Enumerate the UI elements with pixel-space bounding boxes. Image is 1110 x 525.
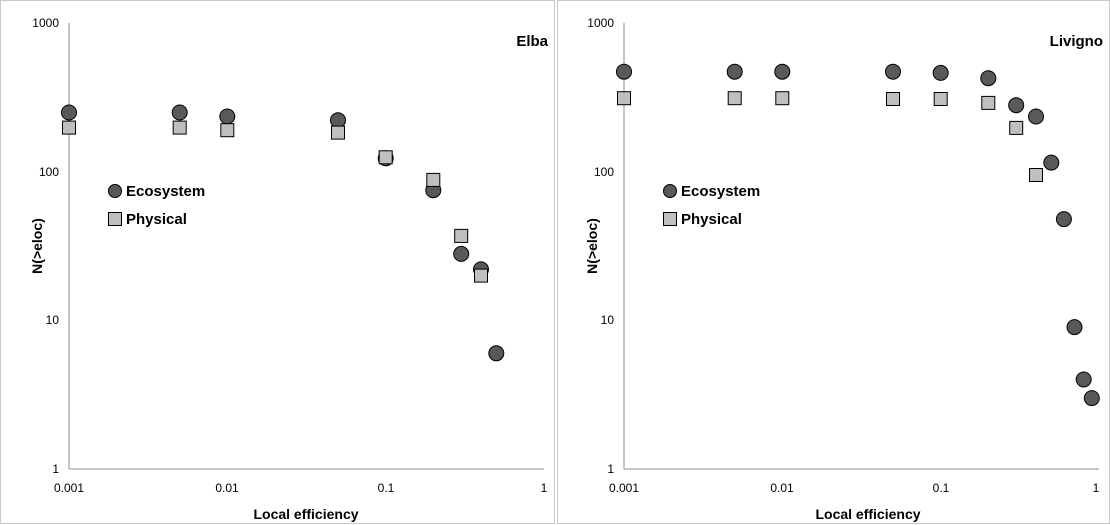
physical-point — [933, 92, 948, 106]
ecosystem-point — [726, 63, 743, 80]
physical-point — [62, 120, 76, 135]
x-tick-labels: 0.001 0.01 0.1 1 — [54, 481, 548, 495]
physical-point — [426, 172, 441, 187]
ecosystem-point — [1083, 390, 1100, 407]
ecosystem-point — [1008, 97, 1025, 114]
legend-physical-marker — [108, 212, 122, 226]
chart-panel-elba: 1000 100 10 1 0.001 0.01 0.1 1 Elba Loca… — [0, 0, 555, 524]
ecosystem-point — [980, 70, 997, 87]
ecosystem-point — [453, 245, 470, 262]
physical-point — [617, 91, 631, 106]
physical-point — [172, 120, 187, 135]
physical-point — [220, 123, 235, 138]
physical-point — [775, 91, 790, 106]
legend-label: Ecosystem — [126, 183, 205, 200]
y-axis-title: N(>eloc) — [29, 218, 45, 274]
x-tick-label: 0.001 — [609, 481, 639, 495]
x-tick-label: 0.1 — [378, 481, 395, 495]
physical-point — [886, 92, 900, 106]
y-tick-labels: 1000 100 10 1 — [587, 16, 614, 476]
ecosystem-point — [219, 108, 236, 125]
physical-point — [981, 95, 996, 110]
physical-point — [454, 228, 469, 243]
x-tick-label: 0.001 — [54, 481, 84, 495]
physical-point — [1009, 120, 1024, 135]
ecosystem-point — [885, 63, 901, 80]
legend-label: Physical — [126, 211, 187, 228]
legend-physical-marker — [663, 212, 677, 226]
y-tick-label: 10 — [46, 313, 60, 327]
y-tick-label: 100 — [594, 165, 614, 179]
y-tick-label: 1000 — [587, 16, 614, 30]
x-tick-labels: 0.001 0.01 0.1 1 — [609, 481, 1100, 495]
axes-livigno — [623, 23, 1099, 470]
y-axis-title: N(>eloc) — [584, 218, 600, 274]
physical-point — [474, 268, 488, 283]
physical-point — [331, 125, 345, 140]
ecosystem-point — [1066, 319, 1083, 336]
panel-title: Livigno — [1050, 33, 1103, 50]
physical-point — [1029, 168, 1043, 182]
legend: Ecosystem Physical — [663, 183, 760, 228]
legend-label: Physical — [681, 211, 742, 228]
legend-label: Ecosystem — [681, 183, 760, 200]
ecosystem-point — [1043, 154, 1060, 171]
y-tick-labels: 1000 100 10 1 — [32, 16, 59, 476]
legend-ecosystem-marker — [663, 184, 677, 198]
ecosystem-point — [171, 104, 188, 121]
x-tick-label: 1 — [1093, 481, 1100, 495]
ecosystem-point — [1055, 211, 1072, 228]
legend: Ecosystem Physical — [108, 183, 205, 228]
physical-point — [378, 150, 393, 165]
chart-panel-livigno: 1000 100 10 1 0.001 0.01 0.1 1 Livigno L… — [557, 0, 1110, 524]
ecosystem-point — [488, 345, 505, 362]
x-tick-label: 0.01 — [215, 481, 239, 495]
ecosystem-point — [1075, 371, 1092, 388]
plot-area-livigno — [616, 63, 1100, 407]
y-tick-label: 1 — [52, 462, 59, 476]
ecosystem-point — [616, 63, 632, 80]
ecosystem-point — [774, 63, 791, 80]
ecosystem-point — [1028, 108, 1044, 125]
x-tick-label: 1 — [541, 481, 548, 495]
y-tick-label: 100 — [39, 165, 59, 179]
plot-area-elba — [61, 104, 505, 362]
chart-svg-elba: 1000 100 10 1 0.001 0.01 0.1 1 Elba Loca… — [29, 16, 549, 522]
ecosystem-point — [932, 64, 949, 81]
x-axis-title: Local efficiency — [253, 506, 358, 522]
y-tick-label: 10 — [601, 313, 615, 327]
physical-point — [727, 91, 742, 106]
chart-svg-livigno: 1000 100 10 1 0.001 0.01 0.1 1 Livigno L… — [584, 16, 1103, 522]
x-tick-label: 0.01 — [770, 481, 794, 495]
legend-ecosystem-marker — [108, 184, 122, 198]
y-tick-label: 1000 — [32, 16, 59, 30]
y-tick-label: 1 — [607, 462, 614, 476]
ecosystem-point — [61, 104, 77, 121]
axes-elba — [68, 23, 544, 470]
x-tick-label: 0.1 — [933, 481, 950, 495]
panel-title: Elba — [516, 33, 548, 50]
ecosystem-point — [330, 112, 346, 129]
x-axis-title: Local efficiency — [815, 506, 920, 522]
